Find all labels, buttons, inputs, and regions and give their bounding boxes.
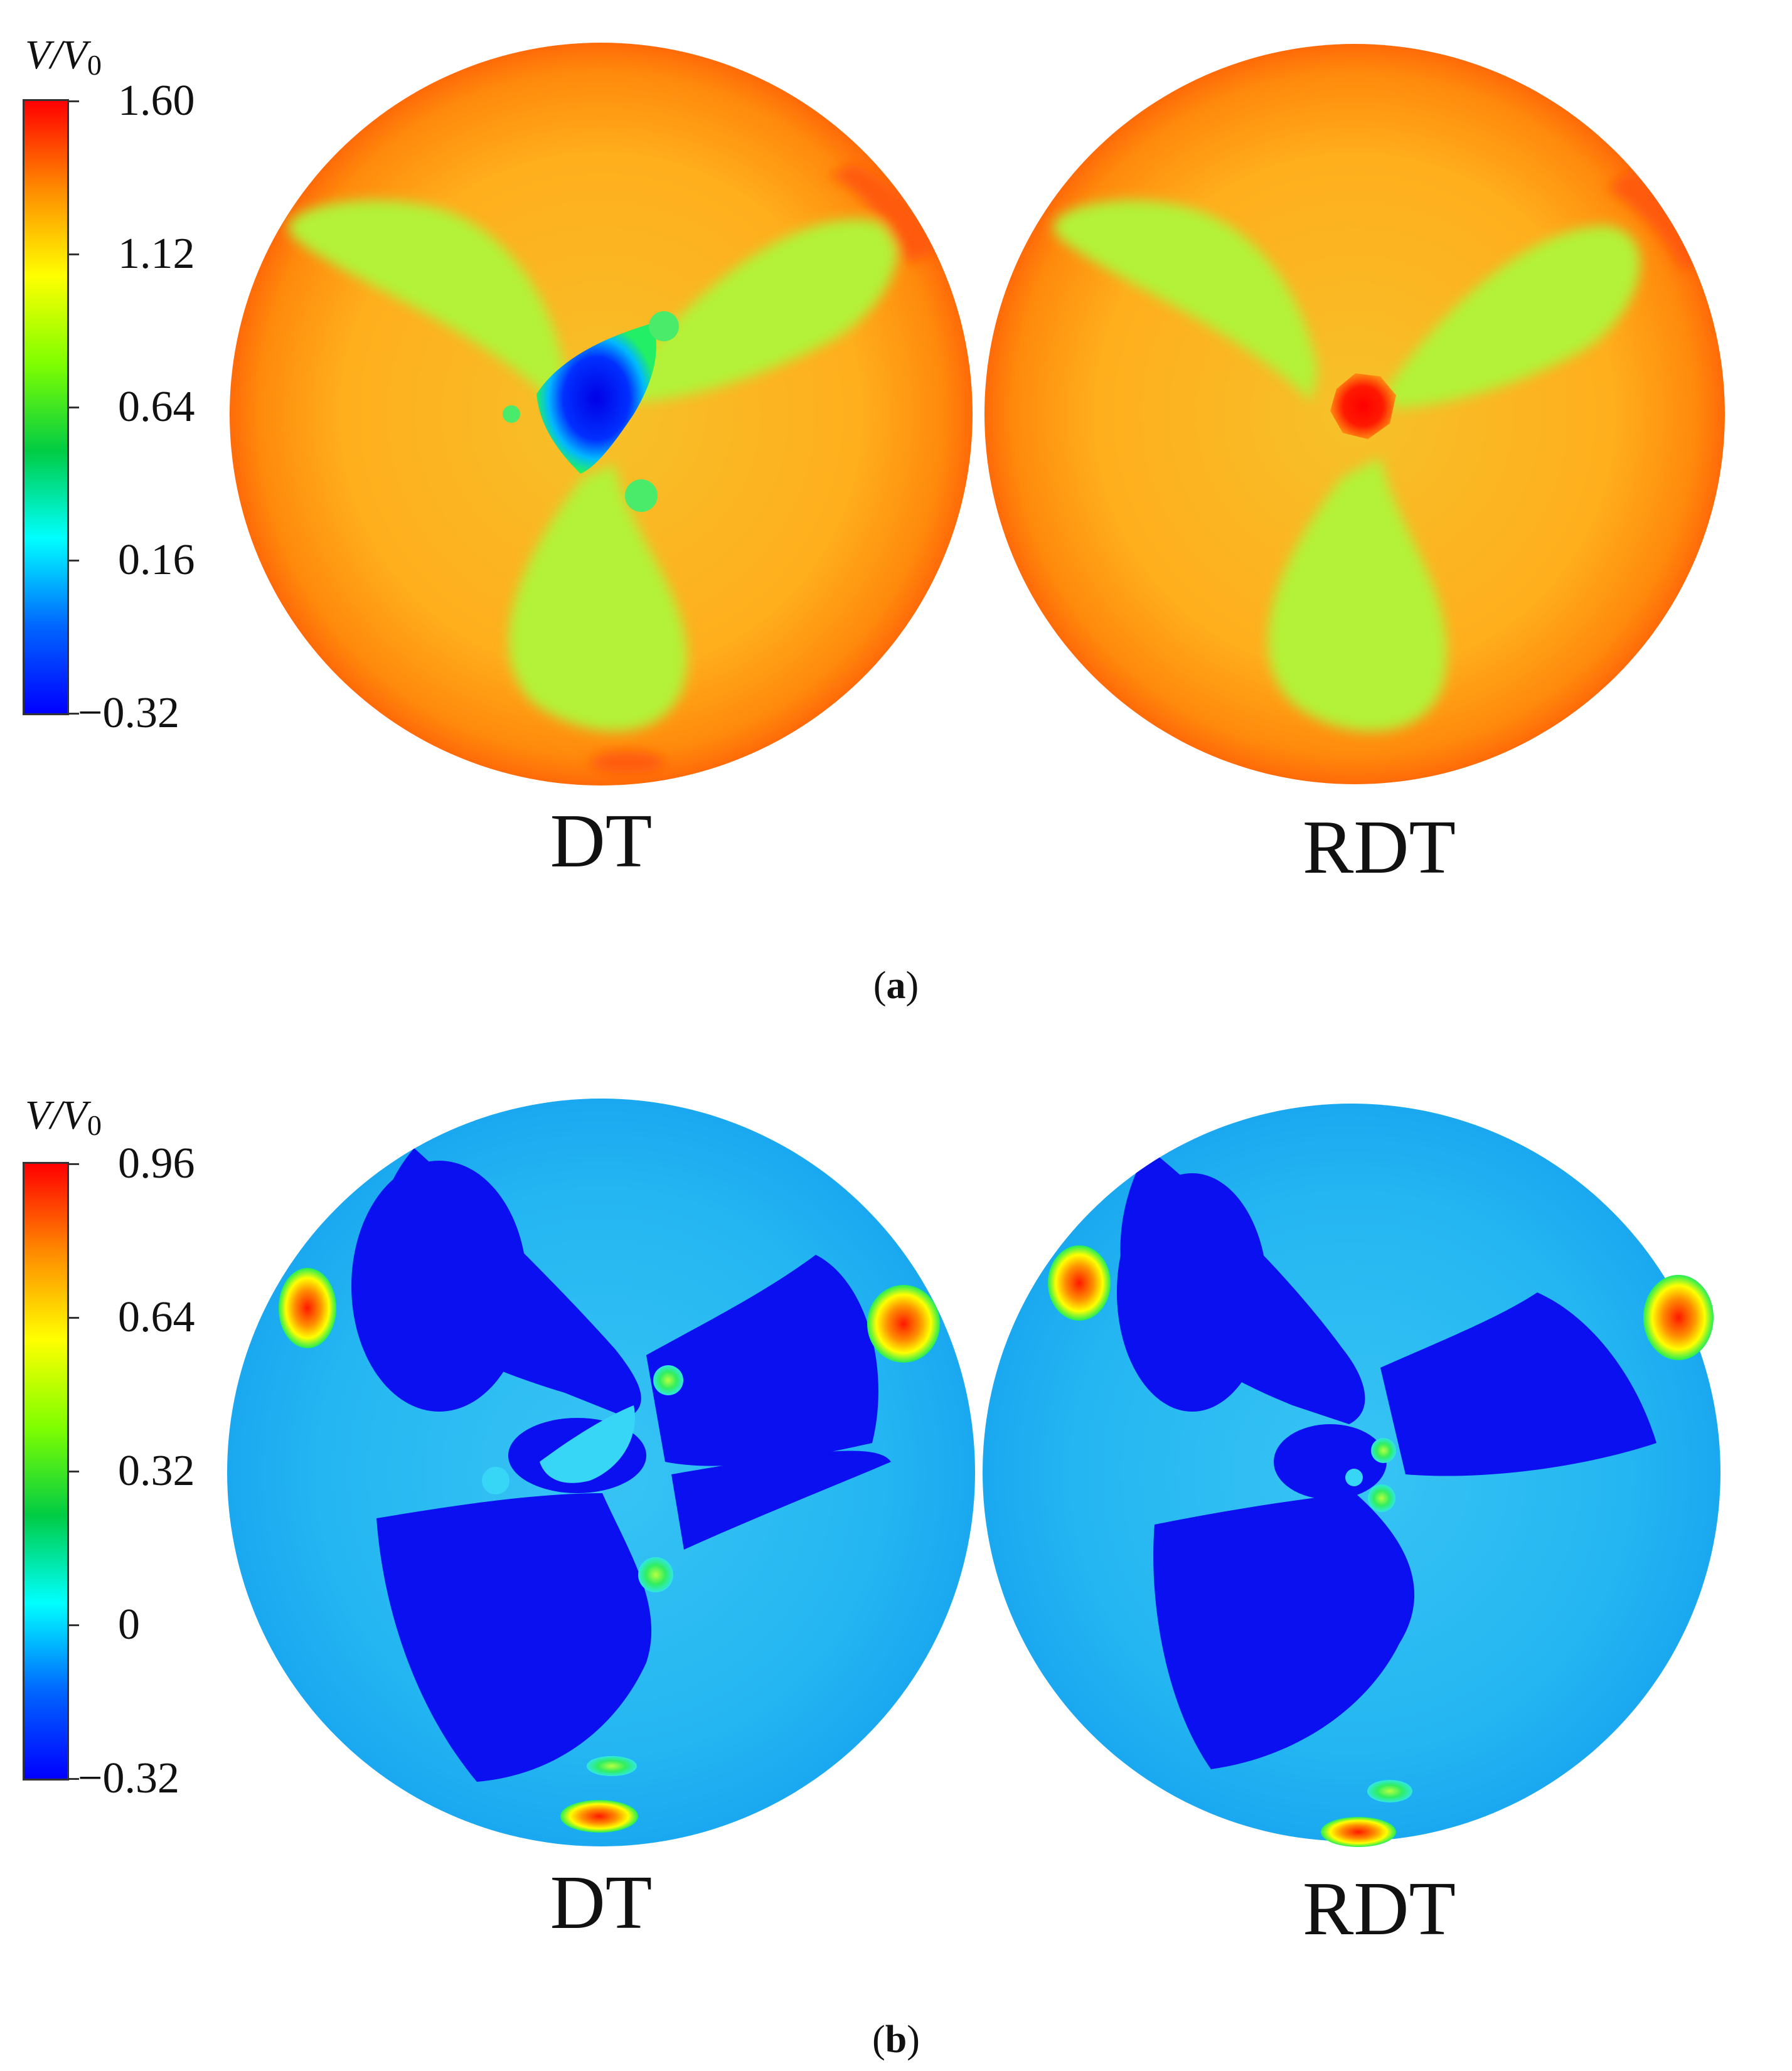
panel-b-caption: (b) [872,2018,920,2061]
colorbar-a-title: V/V0 [25,32,102,81]
colorbar-a [23,99,69,715]
colorbar-b-label: 0 [118,1600,140,1649]
panel-b-caption-letter: b [885,2018,907,2061]
disc-b-dt-label: DT [550,1860,653,1945]
colorbar-b-label: 0.32 [118,1447,195,1495]
disc-a-dt [230,43,973,785]
colorbar-a-label: 0.64 [118,383,195,431]
colorbar-b-tick [69,1624,79,1626]
colorbar-a-label: 1.60 [118,77,195,125]
colorbar-a-title-sub: 0 [87,49,102,81]
colorbar-a-tick [69,100,79,102]
colorbar-b-label: −0.32 [78,1754,179,1802]
colorbar-b-label: 0.64 [118,1293,195,1341]
colorbar-a-tick [69,713,79,715]
disc-a-rdt-label: RDT [1303,805,1456,890]
colorbar-a-tick [69,253,79,255]
colorbar-b-title: V/V0 [25,1092,102,1141]
colorbar-a-tick [69,407,79,408]
colorbar-b [23,1162,69,1781]
colorbar-a-title-var: V [25,32,51,78]
colorbar-a-tick [69,560,79,562]
disc-a-dt-label: DT [550,799,653,883]
colorbar-b-title-var: V [25,1092,51,1138]
colorbar-b-title-ref: V [61,1092,87,1138]
disc-a-rdt [984,44,1725,784]
colorbar-b-tick [69,1778,79,1780]
disc-b-rdt [983,1104,1720,1847]
colorbar-a-label: 0.16 [118,536,195,584]
colorbar-b-tick [69,1471,79,1472]
colorbar-b-tick [69,1317,79,1319]
colorbar-a-label: −0.32 [78,689,179,737]
panel-a-caption: (a) [873,964,919,1007]
disc-b-rdt-label: RDT [1303,1866,1456,1951]
disc-b-dt [227,1099,975,1846]
colorbar-b-label: 0.96 [118,1139,195,1188]
colorbar-b-tick [69,1163,79,1165]
colorbar-a-title-ref: V [61,32,87,78]
colorbar-b-title-sub: 0 [87,1109,102,1141]
colorbar-a-label: 1.12 [118,230,195,278]
panel-a-caption-letter: a [886,964,906,1007]
